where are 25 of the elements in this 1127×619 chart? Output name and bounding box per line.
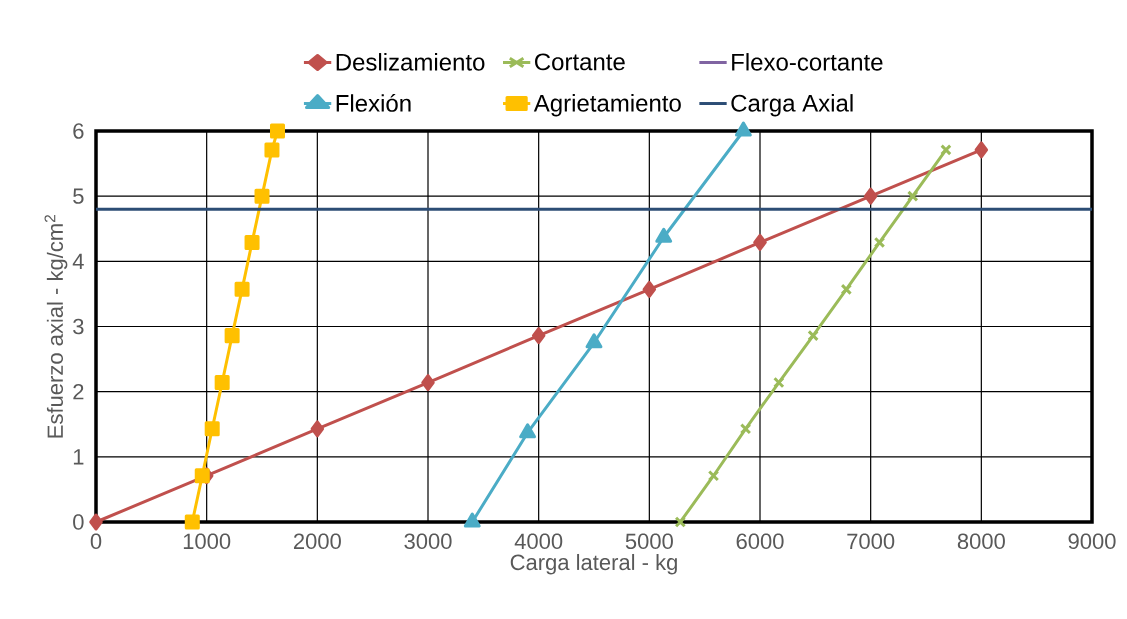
legend-label: Cortante (535, 53, 625, 71)
y-tick-label: 4 (72, 253, 84, 269)
x-axis-title: Carga lateral - kg (510, 553, 677, 575)
x-tick-label: 9000 (1068, 533, 1116, 550)
y-tick-label: 1 (73, 449, 84, 465)
legend-label: Flexión (336, 93, 411, 112)
y-tick-label: 5 (73, 188, 84, 204)
legend-label: Flexo-cortante (732, 53, 883, 71)
y-tick-label: 0 (73, 514, 84, 530)
y-tick-label: 2 (73, 383, 84, 400)
y-tick-label: 3 (73, 318, 84, 335)
legend-label: Carga Axial (731, 94, 853, 117)
x-tick-label: 2000 (293, 533, 341, 550)
x-tick-label: 8000 (957, 533, 1005, 550)
x-tick-label: 3000 (404, 533, 452, 550)
x-tick-label: 0 (90, 533, 102, 550)
legend-label: Agrietamiento (533, 94, 681, 117)
legend-label: Deslizamiento (336, 53, 485, 71)
x-tick-label: 1000 (183, 533, 231, 550)
y-tick-label: 6 (73, 123, 84, 139)
x-tick-label: 4000 (514, 533, 563, 550)
y-axis-title: Esfuerzo axial - kg/cm$^{2}$ (44, 215, 68, 438)
x-tick-label: 6000 (736, 533, 784, 550)
x-tick-label: 7000 (847, 533, 895, 550)
x-tick-label: 5000 (625, 533, 673, 550)
